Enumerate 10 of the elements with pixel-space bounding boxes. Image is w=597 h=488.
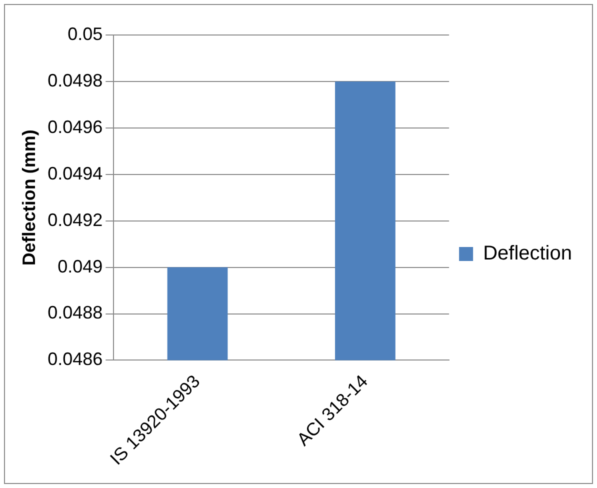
y-tick-label: 0.05 xyxy=(68,24,103,44)
y-tick-label: 0.049 xyxy=(58,256,103,276)
y-tick-label: 0.0496 xyxy=(48,116,103,137)
y-tick-label: 0.0494 xyxy=(48,163,103,184)
y-tick-label: 0.0492 xyxy=(48,210,103,230)
y-tick-label: 0.0486 xyxy=(48,349,103,370)
legend-label: Deflection xyxy=(483,242,572,265)
y-tick-label: 0.0488 xyxy=(48,302,103,323)
y-axis-title: Deflection (mm) xyxy=(18,130,39,266)
y-tick-label: 0.0498 xyxy=(48,70,103,90)
